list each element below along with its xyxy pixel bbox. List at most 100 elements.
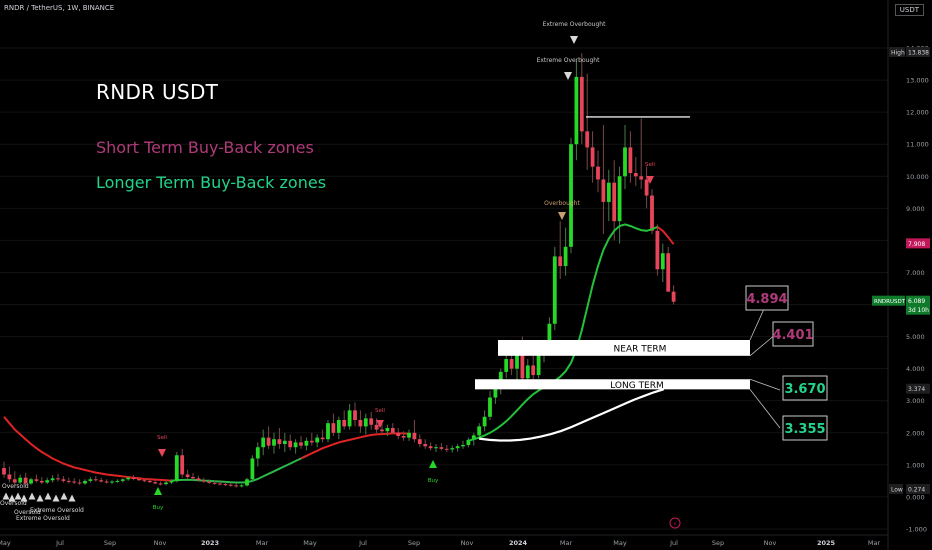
long-moving-average	[3, 416, 410, 484]
low-value: 0.274	[908, 487, 925, 494]
candle-down	[358, 419, 363, 427]
x-tick-label: Nov	[461, 539, 474, 547]
signal-markers: Extreme Overbought Extreme Overbought Over…	[0, 21, 681, 529]
x-tick-label: Mar	[256, 539, 269, 547]
candle-up	[315, 437, 320, 443]
price-tag-red-bg	[906, 238, 930, 249]
y-tick-label: 2.000	[906, 429, 925, 437]
extreme-oversold-label-1: Extreme Oversold	[30, 507, 84, 514]
x-tick-label: Mar	[868, 539, 881, 547]
candle-down	[56, 478, 60, 480]
currency-button[interactable]: USDT	[894, 4, 924, 16]
lightning-icon	[669, 517, 681, 529]
slow-ma-green	[171, 454, 307, 484]
candle-up	[455, 446, 460, 449]
candle-down	[644, 179, 649, 196]
candle-up	[466, 439, 471, 445]
candle-down	[531, 365, 536, 376]
price-box-short-bottom: 4.401	[772, 328, 813, 343]
y-tick-label: 1.000	[906, 461, 925, 469]
candle-up	[88, 479, 93, 481]
candle-up	[45, 480, 50, 483]
candle-down	[390, 427, 395, 433]
candle-down	[131, 477, 136, 479]
candle-up	[563, 246, 568, 267]
candle-down	[277, 439, 282, 445]
candle-up	[385, 427, 390, 432]
y-tick-label: 0.000	[906, 493, 925, 501]
candle-down	[369, 418, 374, 425]
oversold-arrow	[14, 492, 22, 500]
y-tick-label: 4.000	[906, 365, 925, 373]
y-tick-label: 12.000	[906, 109, 929, 117]
candle-up	[304, 440, 309, 446]
candle-down	[412, 432, 417, 440]
candle-down	[650, 195, 654, 231]
price-box-long-top-frame	[782, 375, 828, 401]
connector-long-top	[749, 378, 781, 391]
candle-down	[77, 482, 82, 484]
candle-up	[174, 455, 179, 481]
candle-down	[23, 477, 28, 484]
candles	[2, 53, 676, 488]
candle-up	[169, 480, 174, 483]
candle-down	[299, 442, 303, 446]
candle-up	[498, 371, 503, 385]
white-ma-line	[479, 388, 665, 442]
candle-down	[7, 474, 12, 480]
high-label-bg	[889, 47, 905, 57]
candle-down	[12, 479, 17, 483]
candle-up	[471, 435, 476, 440]
y-tick-label: 7.000	[906, 269, 925, 277]
candle-down	[558, 256, 563, 267]
candle-up	[126, 477, 131, 480]
oversold-label-1: Oversold	[2, 483, 29, 490]
candle-down	[223, 484, 228, 486]
connector-short-bottom	[749, 333, 777, 357]
candle-down	[201, 480, 206, 482]
extreme-overbought-arrow-2	[564, 72, 572, 80]
candle-up	[293, 442, 298, 448]
candle-down	[185, 474, 190, 478]
candle-up	[120, 479, 125, 481]
price-box-short-top-frame	[745, 285, 789, 311]
chart-annotation-title: RNDR USDT	[96, 80, 219, 104]
price-axis[interactable]: -1.0000.0001.0002.0003.0004.0005.0006.00…	[887, 0, 929, 550]
candle-down	[380, 429, 384, 432]
price-box-short-top: 4.894	[746, 292, 787, 307]
price-box-long-bottom-frame	[782, 415, 828, 441]
symbol-value-bg	[906, 295, 930, 306]
long-term-zone	[475, 379, 750, 390]
candle-down	[439, 447, 444, 449]
candle-down	[417, 439, 422, 445]
extreme-oversold-label-2: Extreme Oversold	[16, 515, 70, 522]
x-tick-label: Nov	[764, 539, 777, 547]
countdown-bg	[906, 304, 930, 315]
oversold-arrow	[60, 492, 68, 500]
sell-arrow-2	[376, 420, 384, 428]
oversold-arrow	[28, 492, 36, 500]
candle-up	[488, 397, 492, 417]
candle-down	[520, 349, 525, 379]
candle-down	[601, 179, 606, 202]
candle-down	[207, 481, 212, 483]
candle-down	[633, 173, 638, 177]
candle-down	[353, 410, 357, 420]
x-tick-label: 2024	[509, 539, 528, 547]
near-term-zone	[498, 339, 750, 356]
candle-down	[423, 444, 428, 447]
x-tick-label: Jul	[669, 539, 678, 547]
candle-up	[239, 485, 244, 487]
buyback-zones: NEAR TERM LONG TERM	[475, 299, 781, 429]
candle-down	[34, 479, 39, 481]
slow-ma-red-1	[3, 416, 172, 482]
symbol-tag: RNDRUSDT	[874, 299, 906, 305]
candle-down	[212, 482, 217, 484]
candle-up	[272, 439, 276, 446]
candle-down	[104, 481, 109, 483]
candle-down	[218, 483, 222, 485]
slow-ma-red-2	[300, 432, 410, 460]
green-ma-line	[468, 223, 658, 442]
time-axis[interactable]: May Jul Sep Nov 2023 Mar May Jul Sep Nov 2024 Mar Ma…	[0, 534, 888, 547]
